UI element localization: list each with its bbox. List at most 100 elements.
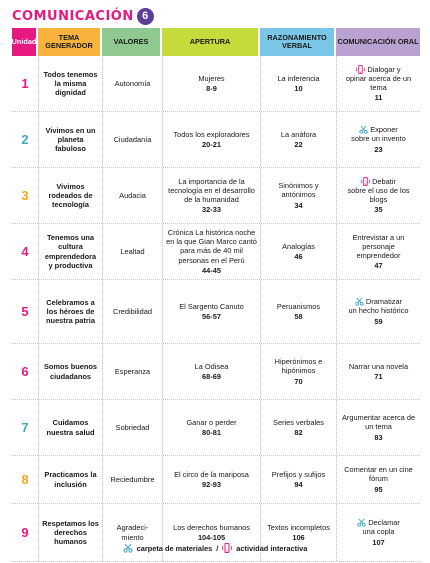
com-first-line: Dialogar y [356, 65, 401, 74]
valor: Credibilidad [102, 280, 162, 343]
valor-text: Esperanza [114, 366, 151, 376]
apertura-page: 32-33 [202, 205, 221, 215]
valor-text: Agradeci- miento [116, 523, 149, 542]
comunicacion-oral: Entrevistar a un personaje emprendedor 47 [336, 224, 420, 279]
table-header: Unidad TEMA GENERADOR VALORES APERTURA R… [12, 28, 420, 56]
header-razonamiento: RAZONAMIENTO VERBAL [260, 28, 336, 56]
com-activity: opinar acerca de un tema [345, 73, 412, 92]
tema-generador: Somos buenos ciudadanos [38, 344, 102, 399]
valor: Reciedumbre [102, 456, 162, 503]
apertura-page: 8-9 [206, 84, 217, 93]
com-activity: una copla [362, 527, 395, 537]
valor-text: Audacia [119, 190, 146, 200]
razonamiento: La anáfora 22 [260, 112, 336, 167]
comunicacion-oral: Declamar una copla 107 [336, 504, 420, 561]
razonamiento: Prefijos y sufijos 94 [260, 456, 336, 503]
apertura: Crónica La histórica noche en la que Gia… [162, 224, 260, 279]
comunicacion-oral: Argumentar acerca de un tema 83 [336, 400, 420, 455]
table-row: 3 Vivimos rodeados de tecnología Audacia La… [12, 168, 420, 224]
apertura: Mujeres 8-9 [162, 56, 260, 111]
valor: Ciudadanía [102, 112, 162, 167]
razon-text: Peruanismos [276, 301, 321, 311]
apertura: Todos los exploradores 20-21 [162, 112, 260, 167]
page-title: COMUNICACIÓN [12, 8, 134, 24]
razon-text: Prefijos y sufijos [271, 469, 326, 479]
table-row: 6 Somos buenos ciudadanos Esperanza La Odis… [12, 344, 420, 400]
valor: Audacia [102, 168, 162, 223]
interactive-icon [361, 176, 370, 186]
razon-text: Hiperónimos e hipónimos [274, 357, 323, 376]
scissors-icon [359, 125, 368, 135]
razon-text: Sinónimos y antónimos [278, 181, 319, 200]
table-row: 4 Tenemos una cultura emprendedora y prod… [12, 224, 420, 280]
header-apertura: APERTURA [162, 28, 260, 56]
interactive-icon [222, 543, 233, 553]
valor-text: Credibilidad [112, 306, 153, 316]
com-activity-start: Dramatizar [365, 297, 403, 307]
razon-page: 46 [294, 252, 303, 261]
comunicacion-oral: Dialogar y opinar acerca de un tema 11 [336, 56, 420, 111]
comunicacion-oral: Comentar en un cine fórum 95 [336, 456, 420, 503]
razon-text: Series verbales [273, 417, 324, 427]
unit-number: 8 [21, 471, 29, 487]
razon-page: 58 [294, 312, 303, 321]
apertura-text: La Odisea [194, 361, 229, 371]
apertura-text: Mujeres [198, 73, 225, 83]
razon-page: 22 [294, 140, 303, 149]
tema-generador: Cuidamos nuestra salud [38, 400, 102, 455]
header-unidad: Unidad [12, 28, 38, 56]
tema-generador: Respetamos los derechos humanos [38, 504, 102, 561]
table-row: 1 Todos tenemos la misma dignidad Autonomí… [12, 56, 420, 112]
apertura-page: 44-45 [202, 265, 221, 275]
unit-number: 2 [21, 131, 29, 147]
tema-generador: Vivimos en un planeta fabuloso [38, 112, 102, 167]
razonamiento: Analogías 46 [260, 224, 336, 279]
tema-generador: Vivimos rodeados de tecnología [38, 168, 102, 223]
com-page: 71 [374, 372, 383, 381]
valor: Autonomía [102, 56, 162, 111]
razonamiento: Sinónimos y antónimos 34 [260, 168, 336, 223]
header-valores: VALORES [102, 28, 162, 56]
apertura-text: Crónica La histórica noche en la que Gia… [166, 228, 257, 265]
comunicacion-oral: Narrar una novela 71 [336, 344, 420, 399]
unit-number: 6 [21, 363, 29, 379]
razonamiento: Hiperónimos e hipónimos 70 [260, 344, 336, 399]
apertura-text: El Sargento Canuto [179, 301, 244, 311]
razon-page: 94 [294, 480, 303, 489]
apertura-text: Todos los exploradores [173, 129, 250, 139]
valor-text: Lealtad [120, 246, 145, 256]
valor-text: Sobriedad [115, 422, 150, 432]
com-activity: sobre un invento [351, 134, 406, 144]
com-first-line: Exponer [359, 125, 398, 134]
table-row: 9 Respetamos los derechos humanos Agradeci… [12, 504, 420, 562]
apertura-page: 20-21 [202, 140, 221, 149]
com-page: 23 [374, 144, 383, 154]
apertura-text: El circo de la mariposa [174, 469, 249, 479]
legend-interactiva: actividad interactiva [236, 543, 308, 553]
grade-badge: 6 [136, 7, 154, 25]
razon-text: La anáfora [280, 129, 317, 139]
tema-text: Todos tenemos la misma dignidad [43, 69, 98, 98]
apertura-page: 68-69 [202, 372, 221, 381]
com-page: 35 [374, 205, 383, 215]
razon-page: 70 [294, 376, 303, 386]
tema-generador: Todos tenemos la misma dignidad [38, 56, 102, 111]
valor: Lealtad [102, 224, 162, 279]
unit-number: 9 [21, 524, 29, 540]
apertura: Ganar o perder 80-81 [162, 400, 260, 455]
table-row: 8 Practicamos la inclusión Reciedumbre El c… [12, 456, 420, 504]
table-body: 1 Todos tenemos la misma dignidad Autonomí… [12, 56, 420, 562]
legend-separator: / [216, 543, 219, 553]
unit-number: 4 [21, 243, 29, 259]
com-page: 107 [372, 537, 385, 547]
com-activity-start: Exponer [370, 125, 398, 135]
unit-number: 1 [21, 75, 29, 91]
com-first-line: Declamar [357, 518, 400, 527]
apertura-page: 104-105 [197, 533, 226, 542]
table-row: 2 Vivimos en un planeta fabuloso Ciudadaní… [12, 112, 420, 168]
razon-text: Analogías [282, 241, 315, 251]
razon-page: 10 [294, 84, 303, 93]
tema-text: Somos buenos ciudadanos [44, 362, 97, 381]
table-row: 5 Celebramos a los héroes de nuestra patr… [12, 280, 420, 344]
comunicacion-oral: Dramatizar un hecho histórico 59 [336, 280, 420, 343]
